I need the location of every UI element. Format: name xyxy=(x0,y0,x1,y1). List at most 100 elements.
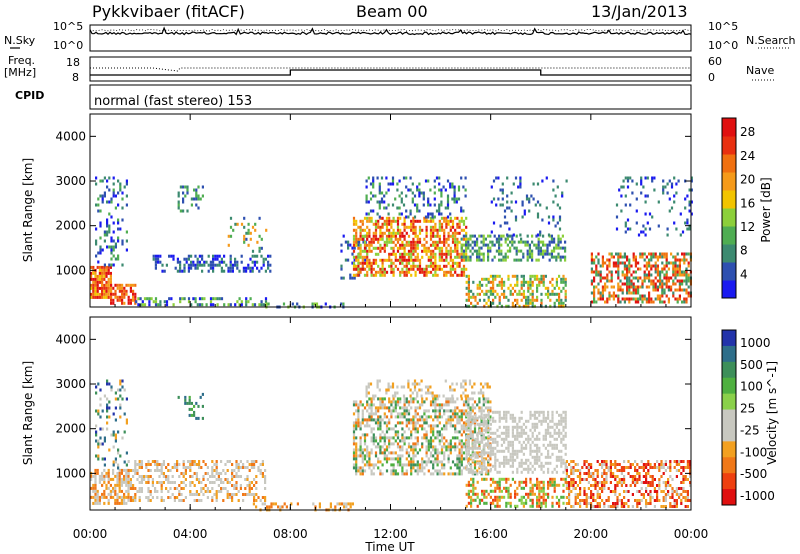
heatmap-cell xyxy=(407,427,411,431)
cpid-panel: CPID normal (fast stereo) 153 xyxy=(15,84,692,110)
heatmap-cell xyxy=(483,413,486,417)
heatmap-cell xyxy=(472,477,475,481)
heatmap-cell xyxy=(403,219,406,223)
heatmap-cell xyxy=(365,391,368,395)
heatmap-cell xyxy=(503,495,506,499)
heatmap-cell xyxy=(493,234,496,238)
heatmap-cell xyxy=(632,258,635,262)
heatmap-cell xyxy=(176,260,179,264)
heatmap-cell xyxy=(560,304,563,308)
heatmap-cell xyxy=(390,472,393,476)
heatmap-cell xyxy=(467,416,470,420)
heatmap-cell xyxy=(355,418,358,422)
colorbar-tick-label: 8 xyxy=(740,244,748,258)
heatmap-cell xyxy=(478,415,481,419)
heatmap-cell xyxy=(536,182,540,186)
heatmap-cell xyxy=(90,283,93,287)
heatmap-cell xyxy=(108,176,111,180)
heatmap-cell xyxy=(407,412,411,416)
heatmap-cell xyxy=(200,490,203,493)
heatmap-cell xyxy=(240,222,244,226)
heatmap-cell xyxy=(425,231,428,235)
heatmap-cell xyxy=(438,409,441,413)
heatmap-cell xyxy=(214,297,217,301)
heatmap-cell xyxy=(117,191,120,195)
heatmap-cell xyxy=(553,467,556,471)
heatmap-cell xyxy=(634,297,637,301)
heatmap-cell xyxy=(537,240,540,244)
heatmap-cell xyxy=(436,264,439,268)
heatmap-cell xyxy=(449,439,452,443)
heatmap-cell xyxy=(383,433,386,437)
heatmap-cell xyxy=(471,430,474,434)
heatmap-cell xyxy=(351,276,354,280)
heatmap-cell xyxy=(503,416,506,420)
heatmap-cell xyxy=(223,269,226,273)
heatmap-cell xyxy=(473,391,476,395)
heatmap-cell xyxy=(690,179,693,183)
heatmap-cell xyxy=(101,265,104,269)
heatmap-cell xyxy=(374,222,378,226)
heatmap-cell xyxy=(352,273,356,277)
heatmap-cell xyxy=(522,486,525,490)
heatmap-cell xyxy=(643,252,646,256)
heatmap-cell xyxy=(558,227,562,231)
heatmap-cell xyxy=(628,270,631,274)
heatmap-cell xyxy=(247,231,250,235)
heatmap-cell xyxy=(511,243,514,247)
heatmap-cell xyxy=(593,270,596,274)
heatmap-cell xyxy=(201,185,204,189)
heatmap-cell xyxy=(593,297,596,301)
heatmap-cell xyxy=(531,449,534,453)
heatmap-cell xyxy=(357,415,360,419)
heatmap-cell xyxy=(99,427,102,431)
heatmap-cell xyxy=(487,413,490,417)
heatmap-cell xyxy=(246,466,249,469)
heatmap-cell xyxy=(533,428,536,432)
heatmap-cell xyxy=(129,487,132,490)
heatmap-cell xyxy=(99,415,102,419)
heatmap-cell xyxy=(520,416,523,420)
heatmap-cell xyxy=(462,430,466,434)
heatmap-cell xyxy=(551,452,554,456)
heatmap-cell xyxy=(359,270,362,274)
heatmap-cell xyxy=(557,252,560,256)
heatmap-cell xyxy=(564,249,567,253)
heatmap-cell xyxy=(125,289,128,293)
heatmap-cell xyxy=(425,273,428,277)
heatmap-cell xyxy=(264,469,267,472)
heatmap-cell xyxy=(555,255,558,259)
heatmap-cell xyxy=(245,237,248,241)
heatmap-cell xyxy=(494,455,497,459)
heatmap-cell xyxy=(359,267,362,271)
heatmap-cell xyxy=(666,191,669,195)
heatmap-cell xyxy=(416,427,419,431)
heatmap-cell xyxy=(438,433,441,437)
heatmap-cell xyxy=(147,490,150,493)
heatmap-cell xyxy=(531,255,534,259)
heatmap-cell xyxy=(476,461,479,465)
heatmap-cell xyxy=(451,424,455,428)
heatmap-cell xyxy=(418,264,422,268)
heatmap-cell xyxy=(352,454,356,458)
heatmap-cell xyxy=(619,300,622,304)
heatmap-cell xyxy=(399,454,402,458)
heatmap-cell xyxy=(555,422,558,426)
heatmap-cell xyxy=(451,234,455,238)
heatmap-cell xyxy=(634,291,637,295)
heatmap-cell xyxy=(379,273,382,277)
heatmap-cell xyxy=(472,292,475,296)
heatmap-cell xyxy=(648,270,651,274)
heatmap-cell xyxy=(368,264,371,268)
heatmap-cell xyxy=(143,303,147,307)
heatmap-cell xyxy=(390,234,393,238)
heatmap-cell xyxy=(553,237,556,241)
heatmap-cell xyxy=(617,273,620,277)
heatmap-cell xyxy=(476,495,479,499)
heatmap-cell xyxy=(540,280,543,284)
heatmap-cell xyxy=(106,409,109,413)
heatmap-cell xyxy=(608,279,611,283)
heatmap-cell xyxy=(558,301,561,305)
heatmap-cell xyxy=(108,227,111,231)
